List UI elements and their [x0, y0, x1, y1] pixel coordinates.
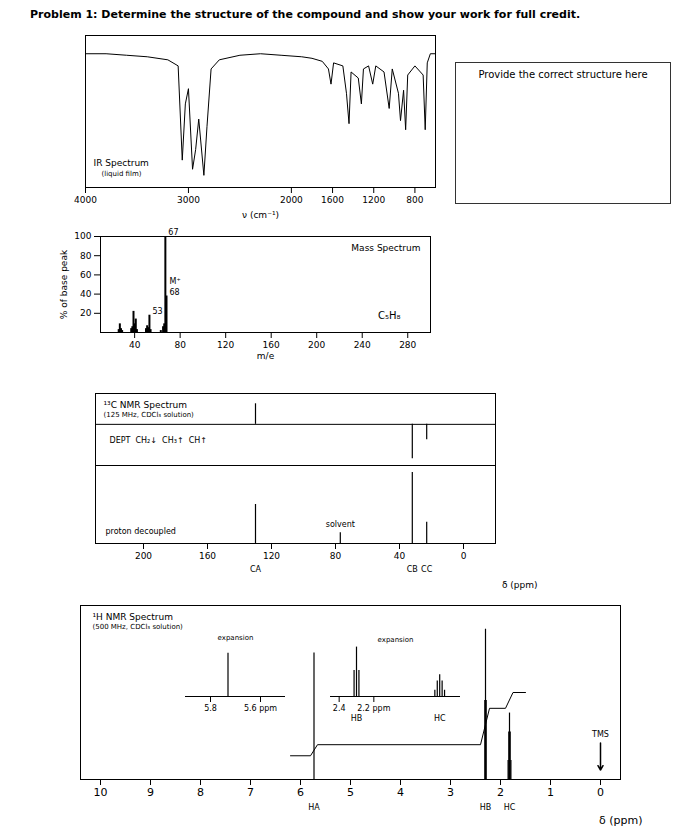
svg-text:CC: CC [421, 565, 433, 574]
svg-text:100: 100 [74, 231, 91, 241]
svg-text:160: 160 [263, 340, 280, 350]
svg-text:¹H NMR Spectrum: ¹H NMR Spectrum [93, 612, 173, 622]
svg-text:80: 80 [80, 251, 92, 261]
svg-text:4000: 4000 [74, 195, 97, 205]
svg-text:CA: CA [250, 565, 262, 574]
svg-text:40: 40 [80, 289, 92, 299]
svg-text:M⁺: M⁺ [170, 277, 181, 286]
html-text:Provide the correct structure: Provide the correct structure here [478, 69, 648, 80]
svg-text:800: 800 [406, 195, 423, 205]
svg-text:solvent: solvent [326, 520, 355, 529]
svg-text:C₅H₈: C₅H₈ [378, 310, 401, 321]
svg-text:0: 0 [597, 786, 604, 799]
svg-text:80: 80 [330, 551, 342, 561]
svg-text:2.4: 2.4 [333, 704, 346, 713]
svg-text:proton decoupled: proton decoupled [106, 527, 176, 536]
svg-text:200: 200 [135, 551, 152, 561]
svg-text:CB: CB [407, 565, 418, 574]
svg-text:DEPT CH₂↓ CH₃↑ CH↑: DEPT CH₂↓ CH₃↑ CH↑ [110, 436, 208, 445]
html-text:Problem 1: Determine the struc: Problem 1: Determine the structure of th… [30, 8, 581, 21]
svg-text:0: 0 [461, 551, 467, 561]
svg-text:5.8: 5.8 [204, 704, 217, 713]
svg-text:67: 67 [168, 228, 178, 237]
svg-text:6: 6 [297, 786, 304, 799]
svg-text:9: 9 [147, 786, 154, 799]
svg-text:¹³C NMR Spectrum: ¹³C NMR Spectrum [104, 400, 188, 410]
svg-text:20: 20 [80, 308, 92, 318]
svg-text:expansion: expansion [378, 636, 414, 644]
svg-text:1200: 1200 [362, 195, 385, 205]
svg-text:1: 1 [547, 786, 554, 799]
svg-text:δ (ppm): δ (ppm) [502, 580, 538, 590]
svg-text:2.2 ppm: 2.2 ppm [357, 704, 390, 713]
svg-text:280: 280 [399, 340, 416, 350]
svg-text:HA: HA [308, 803, 320, 812]
svg-text:ν (cm⁻¹): ν (cm⁻¹) [242, 210, 279, 220]
svg-text:TMS: TMS [591, 730, 609, 739]
svg-text:% of base peak: % of base peak [59, 249, 69, 319]
svg-text:HC: HC [504, 803, 516, 812]
svg-text:80: 80 [174, 340, 186, 350]
svg-text:δ (ppm): δ (ppm) [599, 814, 643, 827]
svg-text:4: 4 [397, 786, 404, 799]
svg-text:8: 8 [197, 786, 204, 799]
svg-text:120: 120 [217, 340, 234, 350]
svg-text:5: 5 [347, 786, 354, 799]
svg-text:m/e: m/e [257, 351, 275, 361]
svg-text:Mass Spectrum: Mass Spectrum [351, 243, 420, 253]
svg-text:7: 7 [247, 786, 254, 799]
svg-text:(125 MHz, CDCl₃ solution): (125 MHz, CDCl₃ solution) [104, 411, 195, 419]
svg-text:(500 MHz, CDCl₃ solution): (500 MHz, CDCl₃ solution) [93, 623, 184, 631]
svg-text:120: 120 [263, 551, 280, 561]
svg-text:10: 10 [94, 786, 108, 799]
svg-text:160: 160 [199, 551, 216, 561]
svg-text:53: 53 [152, 307, 162, 316]
svg-text:2000: 2000 [280, 195, 303, 205]
svg-text:2: 2 [497, 786, 504, 799]
svg-text:40: 40 [394, 551, 406, 561]
svg-text:1600: 1600 [321, 195, 344, 205]
svg-text:HB: HB [480, 803, 492, 812]
svg-text:expansion: expansion [218, 634, 254, 642]
svg-text:(liquid film): (liquid film) [102, 170, 142, 178]
svg-text:240: 240 [354, 340, 371, 350]
svg-text:200: 200 [308, 340, 325, 350]
svg-text:60: 60 [80, 270, 92, 280]
svg-text:HC: HC [434, 714, 446, 723]
svg-text:3000: 3000 [177, 195, 200, 205]
svg-text:IR Spectrum: IR Spectrum [94, 158, 149, 168]
svg-text:5.6 ppm: 5.6 ppm [244, 704, 277, 713]
svg-text:3: 3 [447, 786, 454, 799]
svg-text:HB: HB [351, 714, 363, 723]
svg-text:40: 40 [129, 340, 141, 350]
svg-text:68: 68 [170, 288, 180, 297]
